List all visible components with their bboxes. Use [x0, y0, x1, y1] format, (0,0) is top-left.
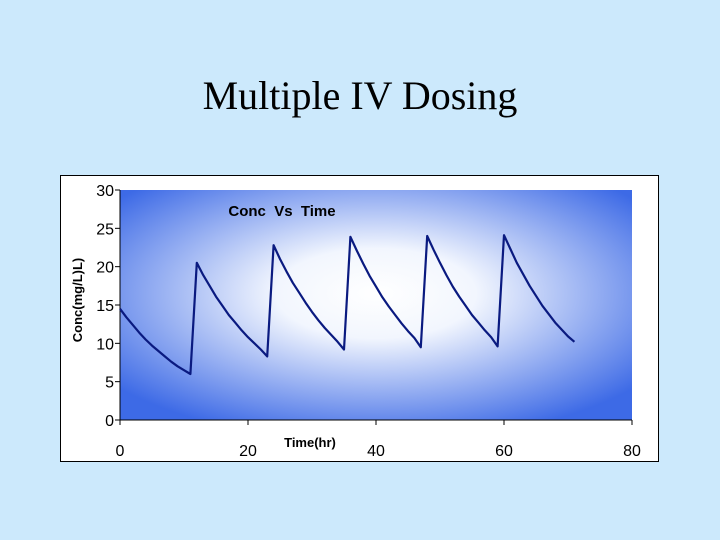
y-tick-label: 0 [105, 413, 114, 430]
y-tick-label: 10 [96, 336, 114, 353]
x-tick-label: 60 [495, 443, 513, 460]
y-axis-label: Conc(mg/L)L) [70, 258, 85, 342]
y-tick-label: 25 [96, 221, 114, 238]
plot-area [120, 190, 632, 420]
x-tick-label: 80 [623, 443, 641, 460]
y-tick-label: 30 [96, 183, 114, 200]
series-line [119, 234, 576, 376]
y-tick-label: 20 [96, 260, 114, 277]
x-axis-label: Time(hr) [284, 435, 336, 450]
y-tick-label: 15 [96, 298, 114, 315]
x-tick-label: 20 [239, 443, 257, 460]
x-tick-label: 0 [116, 443, 125, 460]
chart-title: Conc Vs Time [228, 203, 335, 220]
x-tick-label: 40 [367, 443, 385, 460]
slide-title: Multiple IV Dosing [202, 73, 518, 118]
y-tick-label: 5 [105, 375, 114, 392]
